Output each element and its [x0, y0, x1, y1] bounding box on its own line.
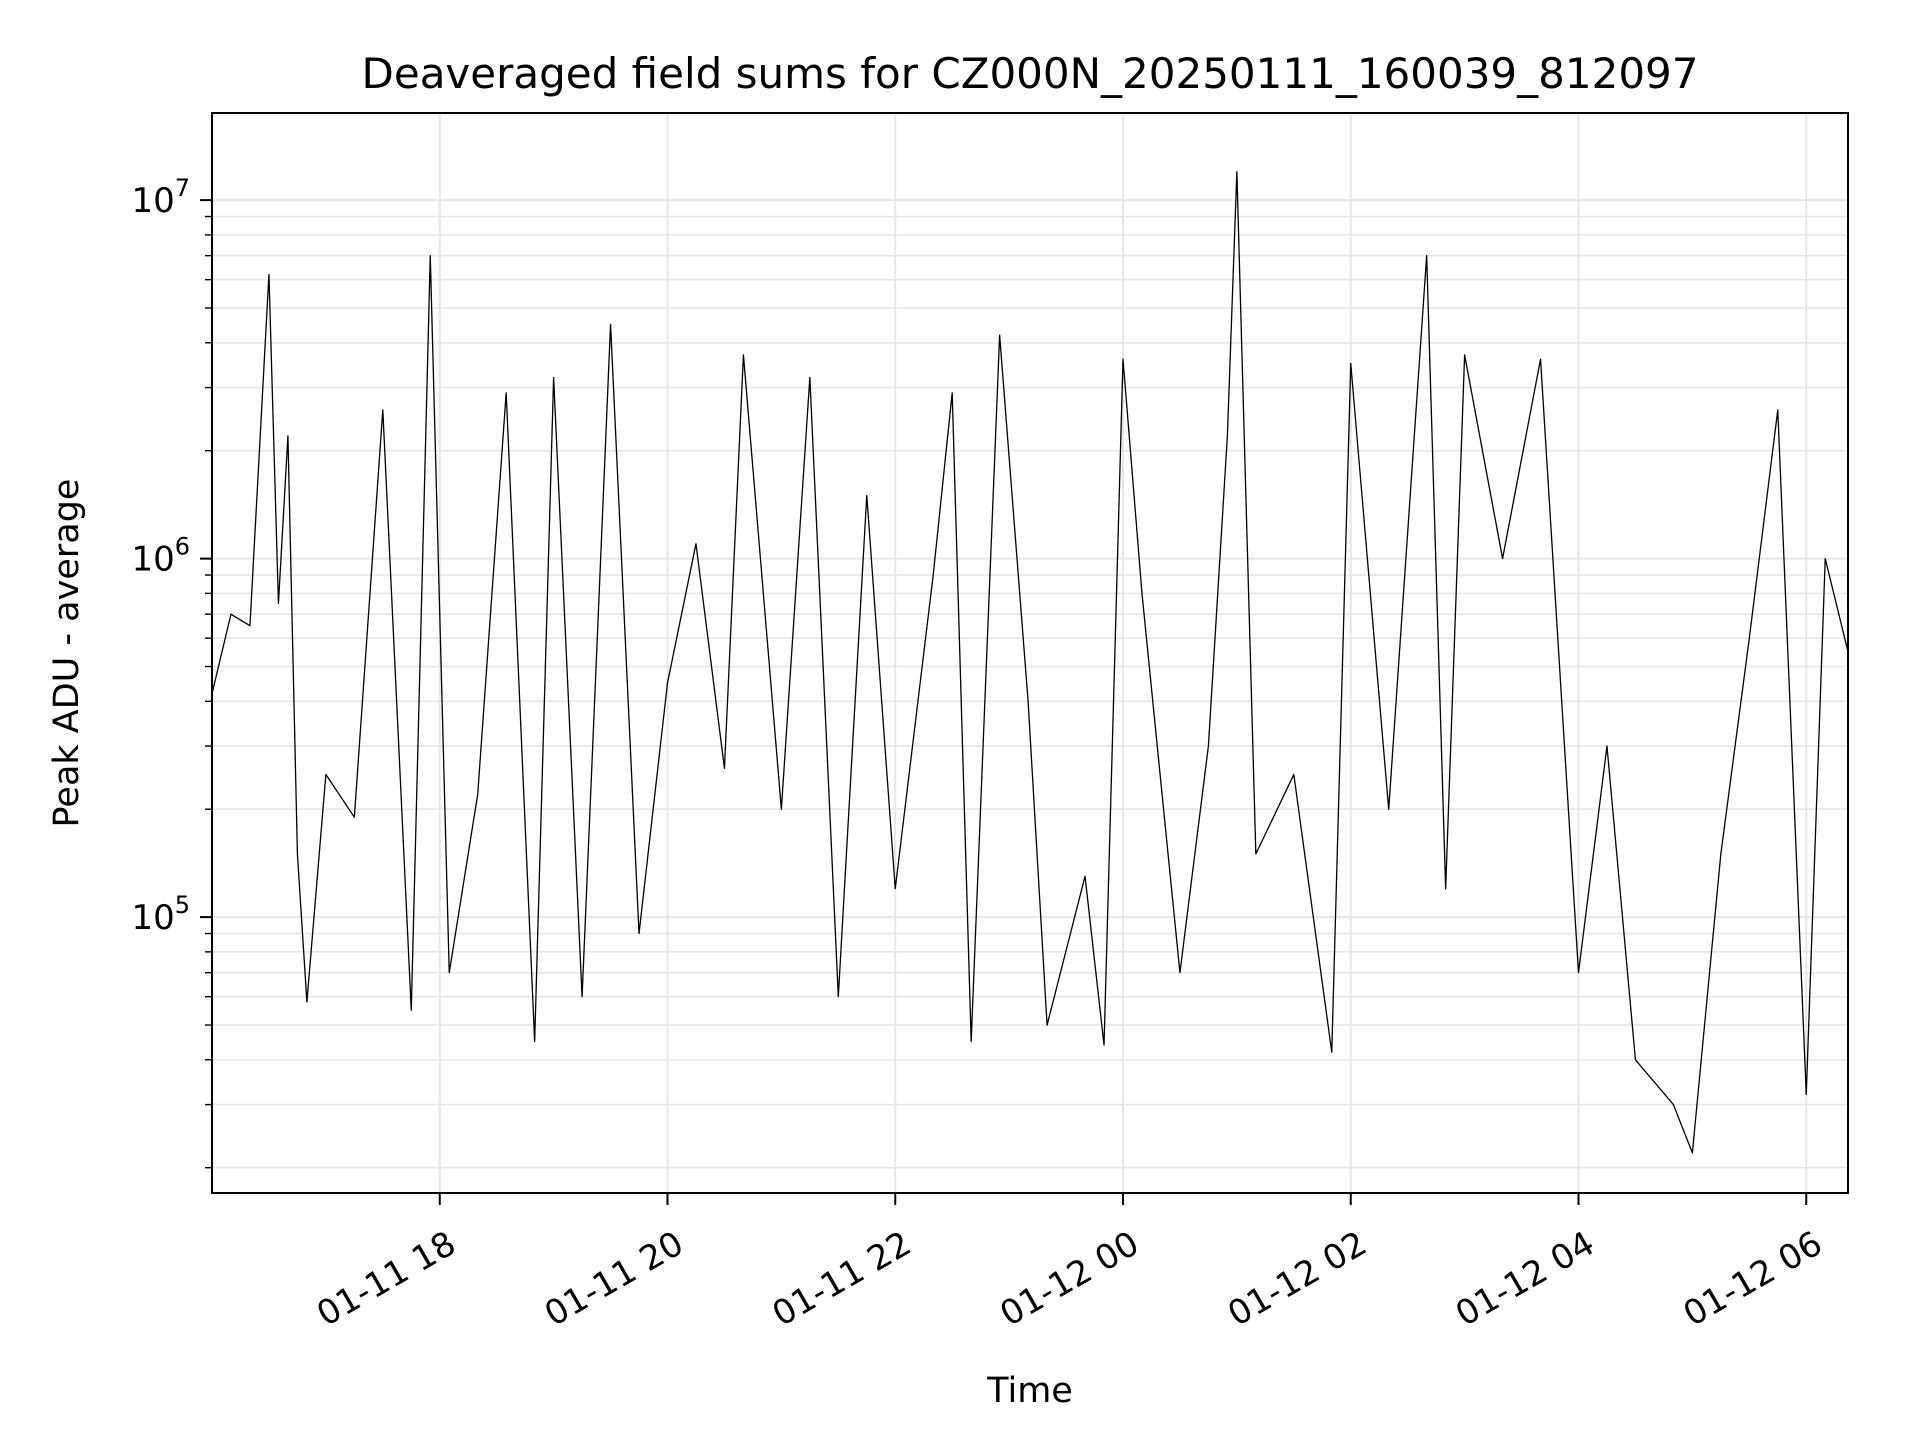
y-tick-label: 107 [131, 174, 190, 221]
y-tick-exponent: 7 [175, 174, 190, 202]
y-tick-exponent: 6 [175, 533, 190, 561]
chart-title: Deaveraged field sums for CZ000N_2025011… [362, 49, 1699, 98]
series-line [211, 171, 1849, 1154]
plot-frame [211, 112, 1849, 1194]
y-tick-label: 105 [131, 891, 190, 938]
y-tick-base: 10 [131, 540, 174, 580]
y-tick-base: 10 [131, 898, 174, 938]
grid [212, 113, 1848, 1193]
y-tick-base: 10 [131, 181, 174, 221]
y-axis-title: Peak ADU - average [47, 479, 87, 828]
x-axis-title: Time [986, 1371, 1073, 1411]
y-tick-label: 106 [131, 533, 190, 580]
series-layer [211, 171, 1849, 1154]
y-tick-exponent: 5 [175, 891, 190, 919]
